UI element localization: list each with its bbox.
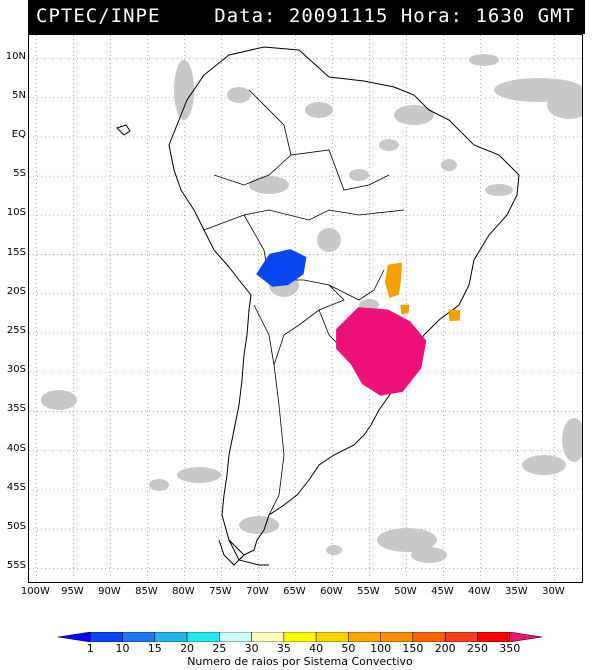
legend-color-swatch: [154, 632, 188, 642]
latitude-tick-label: 45S: [6, 481, 26, 493]
legend-tick-label: 15: [147, 642, 162, 655]
longitude-tick-label: 70W: [246, 586, 269, 597]
legend-color-swatch: [444, 632, 478, 642]
longitude-tick-label: 45W: [431, 586, 454, 597]
legend-color-swatch: [509, 632, 542, 642]
latitude-tick-label: 40S: [6, 442, 26, 454]
lightning-map: [29, 35, 582, 582]
parana-system: [400, 304, 410, 315]
legend-color-swatch: [219, 632, 252, 642]
longitude-tick-label: 100W: [20, 586, 50, 597]
longitude-tick-label: 80W: [172, 586, 195, 597]
longitude-tick-label: 95W: [61, 586, 84, 597]
legend-tick-label: 20: [180, 642, 195, 655]
longitude-tick-label: 90W: [98, 586, 121, 597]
longitude-tick-label: 65W: [283, 586, 306, 597]
country-borders: [203, 89, 410, 516]
legend-colorbar: [58, 632, 542, 642]
latitude-tick-label: 30S: [6, 364, 26, 376]
legend-color-swatch: [186, 632, 220, 642]
legend-color-swatch: [283, 632, 317, 642]
cloud-cover: [41, 54, 582, 563]
legend-color-swatch: [122, 632, 156, 642]
sao-paulo-system: [448, 309, 461, 322]
legend-color-swatch: [412, 632, 446, 642]
map-frame: [28, 34, 583, 583]
longitude-tick-label: 30W: [542, 586, 565, 597]
longitude-tick-label: 50W: [394, 586, 417, 597]
longitude-tick-label: 55W: [357, 586, 380, 597]
longitude-tick-label: 75W: [209, 586, 232, 597]
legend-tick-label: 250: [466, 642, 488, 655]
latitude-tick-label: 35S: [6, 403, 26, 415]
legend-tick-label: 350: [499, 642, 521, 655]
minas-system: [384, 262, 402, 298]
bolivia-system: [256, 249, 307, 287]
legend-color-swatch: [58, 632, 91, 642]
longitude-tick-label: 60W: [320, 586, 343, 597]
continent-outline: [116, 46, 520, 566]
latitude-tick-label: 5S: [13, 168, 26, 180]
legend-tick-label: 1: [86, 642, 94, 655]
latitude-tick-label: EQ: [11, 128, 26, 140]
latitude-tick-label: 5N: [12, 89, 26, 101]
latitude-tick-label: 20S: [6, 285, 26, 297]
legend-tick-label: 30: [244, 642, 259, 655]
lat-lon-grid: [29, 35, 582, 582]
convective-systems: [256, 249, 461, 396]
latitude-tick-label: 15S: [6, 246, 26, 258]
latitude-tick-label: 50S: [6, 521, 26, 533]
header-datetime: Data: 20091115 Hora: 1630 GMT: [214, 5, 575, 27]
latitude-tick-label: 25S: [6, 325, 26, 337]
legend-color-swatch: [251, 632, 285, 642]
latitude-tick-label: 55S: [6, 560, 26, 572]
latitude-tick-label: 10S: [6, 207, 26, 219]
legend-tick-label: 35: [276, 642, 291, 655]
legend-tick-label: 150: [402, 642, 424, 655]
legend-tick-label: 200: [434, 642, 456, 655]
paraguay-brazil-system: [336, 307, 427, 396]
longitude-tick-label: 85W: [135, 586, 158, 597]
legend-tick-label: 40: [309, 642, 324, 655]
legend-tick-label: 25: [212, 642, 227, 655]
longitude-tick-label: 40W: [468, 586, 491, 597]
map-header: CPTEC/INPE Data: 20091115 Hora: 1630 GMT: [28, 0, 585, 34]
legend-color-swatch: [348, 632, 381, 642]
longitude-tick-label: 35W: [505, 586, 528, 597]
legend-color-swatch: [315, 632, 349, 642]
legend-tick-label: 10: [115, 642, 130, 655]
legend-caption: Numero de raios por Sistema Convectivo: [187, 655, 413, 668]
legend-color-swatch: [380, 632, 414, 642]
legend-color-swatch: [90, 632, 123, 642]
header-source: CPTEC/INPE: [36, 5, 161, 27]
legend-tick-label: 50: [341, 642, 356, 655]
latitude-tick-label: 10N: [5, 50, 26, 62]
legend-tick-label: 100: [370, 642, 392, 655]
legend-color-swatch: [477, 632, 510, 642]
